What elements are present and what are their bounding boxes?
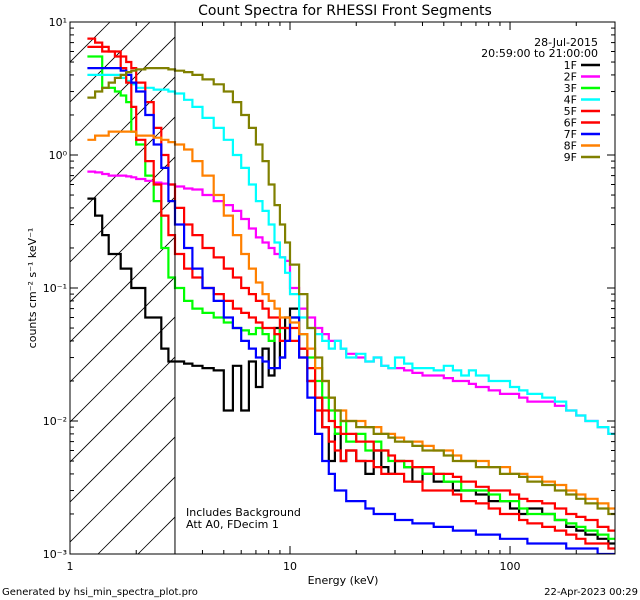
legend-label-1F: 1F: [564, 59, 577, 72]
y-axis-label: counts cm⁻² s⁻¹ keV⁻¹: [26, 228, 39, 349]
y-tick-label: 10⁻²: [43, 415, 67, 428]
y-tick-label: 10¹: [49, 16, 67, 29]
footer-timestamp: 22-Apr-2023 00:29: [544, 587, 638, 598]
legend-label-2F: 2F: [564, 71, 577, 84]
hatched-region: [70, 22, 175, 554]
legend-label-7F: 7F: [564, 128, 577, 141]
hatch-line: [70, 76, 175, 183]
annotation-attenuator: Att A0, FDecim 1: [186, 518, 279, 531]
x-tick-labels: 1 10 100: [67, 560, 521, 573]
x-axis-label: Energy (keV): [308, 574, 379, 587]
hatch-line: [70, 236, 175, 343]
legend-label-3F: 3F: [564, 82, 577, 95]
footer-generated-by: Generated by hsi_min_spectra_plot.pro: [2, 587, 198, 598]
series-line-9F: [87, 67, 615, 516]
series-line-7F: [87, 67, 615, 554]
y-tick-label: 10⁻¹: [43, 282, 67, 295]
legend-label-6F: 6F: [564, 117, 577, 130]
hatch-line: [70, 36, 175, 143]
x-tick-label: 1: [67, 560, 74, 573]
hatch-line: [70, 196, 175, 303]
time-range-label: 20:59:00 to 21:00:00: [481, 47, 598, 60]
date-label: 28-Jul-2015: [534, 36, 598, 49]
legend-label-5F: 5F: [564, 105, 577, 118]
legend-label-4F: 4F: [564, 94, 577, 107]
annotation-background: Includes Background: [186, 506, 301, 519]
axis-ticks: [69, 21, 616, 555]
hatch-line: [70, 436, 175, 543]
y-tick-label: 10⁰: [49, 149, 68, 162]
hatch-line: [70, 396, 175, 503]
hatch-line: [70, 276, 175, 383]
series-line-8F: [87, 130, 615, 510]
chart-title: Count Spectra for RHESSI Front Segments: [198, 3, 492, 19]
x-tick-label: 100: [500, 560, 521, 573]
x-tick-label: 10: [283, 560, 297, 573]
y-tick-labels: 10⁻³ 10⁻² 10⁻¹ 10⁰ 10¹: [43, 16, 68, 561]
y-tick-label: 10⁻³: [43, 548, 67, 561]
legend-label-9F: 9F: [564, 151, 577, 164]
legend-label-8F: 8F: [564, 140, 577, 153]
